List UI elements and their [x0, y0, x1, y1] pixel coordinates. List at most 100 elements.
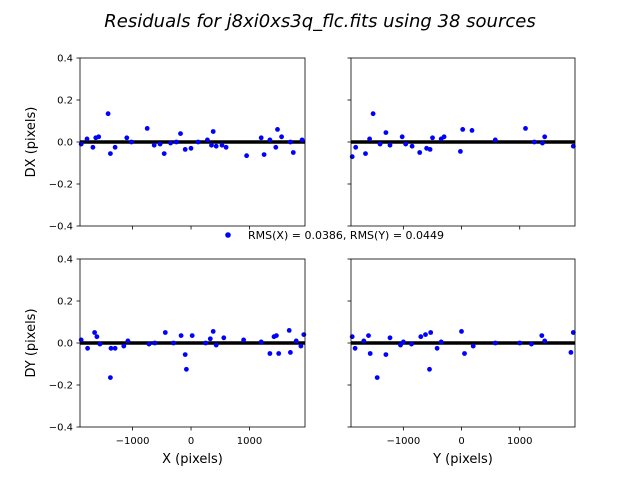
- data-point: [241, 337, 247, 343]
- data-point: [398, 342, 403, 348]
- y-tick-label: 0.4: [57, 54, 73, 65]
- data-point: [492, 340, 498, 346]
- data-point: [568, 350, 574, 355]
- data-point: [279, 134, 284, 140]
- data-point: [121, 343, 127, 349]
- data-point: [301, 332, 307, 337]
- data-point: [540, 140, 545, 146]
- data-point: [531, 139, 537, 145]
- data-point: [418, 334, 424, 340]
- data-point: [182, 147, 188, 152]
- data-point: [97, 341, 103, 347]
- data-point: [205, 137, 210, 143]
- data-point: [399, 134, 405, 140]
- data-point: [353, 144, 359, 150]
- data-point: [221, 335, 227, 341]
- panel-dx_vs_y: [347, 57, 576, 230]
- data-point: [244, 153, 250, 159]
- x-tick-label: 0: [188, 436, 194, 447]
- data-point: [96, 134, 102, 140]
- data-point: [258, 135, 264, 141]
- x-axis-label: X (pixels): [162, 452, 223, 467]
- data-point: [182, 352, 188, 357]
- data-point: [441, 134, 447, 140]
- x-tick-label: 0: [458, 436, 464, 447]
- data-point: [458, 149, 463, 154]
- data-point: [273, 144, 279, 150]
- y-tick-label: 0.2: [57, 297, 73, 308]
- data-point: [409, 143, 415, 149]
- y-tick-label: 0.0: [57, 339, 73, 350]
- y-axis-label: DY (pixels): [24, 308, 39, 377]
- data-point: [209, 142, 214, 148]
- data-point: [174, 139, 179, 145]
- data-point: [423, 332, 428, 337]
- x-tick-label: 1000: [237, 436, 262, 447]
- data-point: [267, 351, 273, 356]
- data-point: [157, 141, 163, 147]
- data-point: [78, 141, 84, 147]
- data-point: [276, 351, 282, 356]
- data-point: [377, 141, 383, 147]
- x-tick-label: −1000: [386, 436, 420, 447]
- data-point: [460, 126, 466, 132]
- data-point: [469, 127, 475, 133]
- data-point: [374, 375, 380, 380]
- data-point: [210, 129, 216, 134]
- data-point: [184, 366, 189, 372]
- data-point: [152, 340, 158, 346]
- data-point: [210, 329, 216, 334]
- data-point: [363, 151, 368, 157]
- data-point: [213, 342, 219, 348]
- data-point: [112, 144, 118, 150]
- data-point: [286, 328, 292, 333]
- data-point: [409, 341, 414, 347]
- data-point: [288, 139, 293, 145]
- data-point: [438, 339, 444, 345]
- data-point: [189, 333, 195, 338]
- data-point: [517, 340, 523, 346]
- data-point: [92, 330, 97, 335]
- data-point: [428, 330, 434, 335]
- data-point: [570, 330, 576, 335]
- y-tick-label: −0.2: [49, 381, 73, 392]
- data-point: [383, 352, 389, 357]
- data-point: [108, 375, 113, 380]
- data-point: [144, 125, 150, 131]
- y-tick-label: 0.4: [57, 255, 73, 266]
- data-point: [105, 111, 111, 117]
- data-point: [288, 350, 293, 355]
- data-point: [94, 334, 100, 340]
- data-point: [274, 333, 279, 338]
- data-point: [146, 341, 152, 347]
- data-point: [387, 142, 393, 148]
- data-point: [195, 139, 201, 145]
- chart-title: Residuals for j8xi0xs3q_flc.fits using 3…: [104, 11, 535, 32]
- data-point: [370, 111, 376, 117]
- data-point: [162, 330, 168, 335]
- data-point: [383, 130, 389, 136]
- data-point: [290, 150, 296, 155]
- data-point: [90, 144, 96, 150]
- data-point: [529, 341, 534, 347]
- data-point: [258, 339, 264, 345]
- data-point: [267, 137, 273, 143]
- data-point: [178, 131, 183, 137]
- data-point: [570, 143, 576, 149]
- data-point: [112, 345, 118, 351]
- data-point: [367, 351, 373, 356]
- x-tick-label: −1000: [116, 436, 150, 447]
- data-point: [293, 338, 299, 344]
- data-point: [171, 340, 176, 346]
- data-point: [219, 142, 225, 148]
- data-point: [361, 338, 367, 344]
- data-point: [542, 338, 548, 344]
- data-point: [275, 126, 280, 132]
- data-point: [261, 152, 267, 158]
- data-point: [470, 343, 476, 349]
- data-point: [459, 329, 464, 334]
- data-point: [161, 151, 167, 157]
- data-point: [542, 134, 548, 140]
- panel-dx_vs_x: 0.4 0.2 0.0 −0.2 −0.4 DX (pixels): [24, 54, 306, 233]
